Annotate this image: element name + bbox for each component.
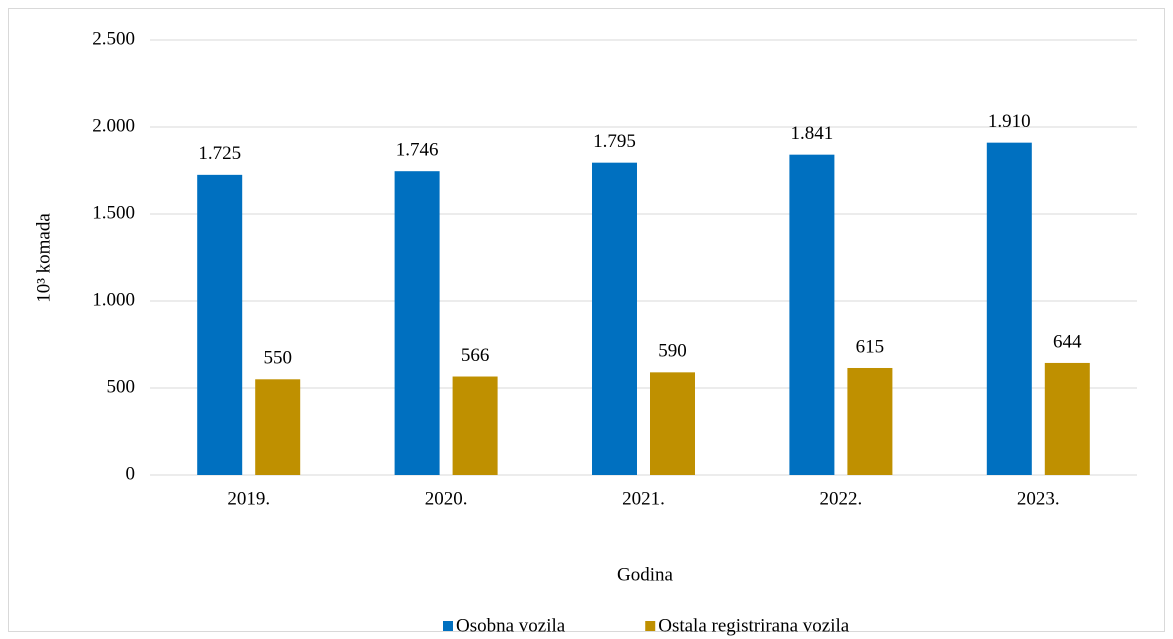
data-label: 644 [1053,331,1082,352]
data-label: 615 [856,336,885,357]
bar [255,379,301,475]
y-axis-title: 10³ komada [33,213,54,303]
y-tick-label: 1.000 [92,289,135,310]
bar [592,162,637,476]
y-tick-label: 2.500 [92,28,135,49]
bar [197,174,243,475]
x-axis-title: Godina [617,564,674,585]
bar [394,171,440,476]
x-tick-label: 2020. [425,488,468,509]
bar [650,372,695,475]
y-tick-label: 500 [107,376,136,397]
data-label: 1.725 [198,143,241,164]
data-label: 590 [658,341,687,362]
bar [452,376,498,475]
x-tick-label: 2022. [820,488,863,509]
data-label: 550 [263,348,292,369]
bar [789,154,835,475]
x-tick-label: 2019. [227,488,270,509]
bar [847,367,893,475]
legend-swatch [645,621,656,631]
data-label: 1.910 [988,111,1031,132]
legend-label: Osobna vozila [456,615,566,636]
x-tick-label: 2021. [622,488,665,509]
y-tick-label: 2.000 [92,115,135,136]
bar [986,142,1032,475]
y-tick-label: 0 [126,463,136,484]
legend-swatch [443,621,453,631]
y-tick-label: 1.500 [92,202,135,223]
data-label: 1.746 [396,140,439,161]
data-label: 1.795 [593,131,636,152]
bar [1044,362,1090,475]
data-label: 566 [461,345,490,366]
x-tick-label: 2023. [1017,488,1060,509]
legend-label: Ostala registrirana vozila [658,615,850,636]
data-label: 1.841 [791,123,834,144]
